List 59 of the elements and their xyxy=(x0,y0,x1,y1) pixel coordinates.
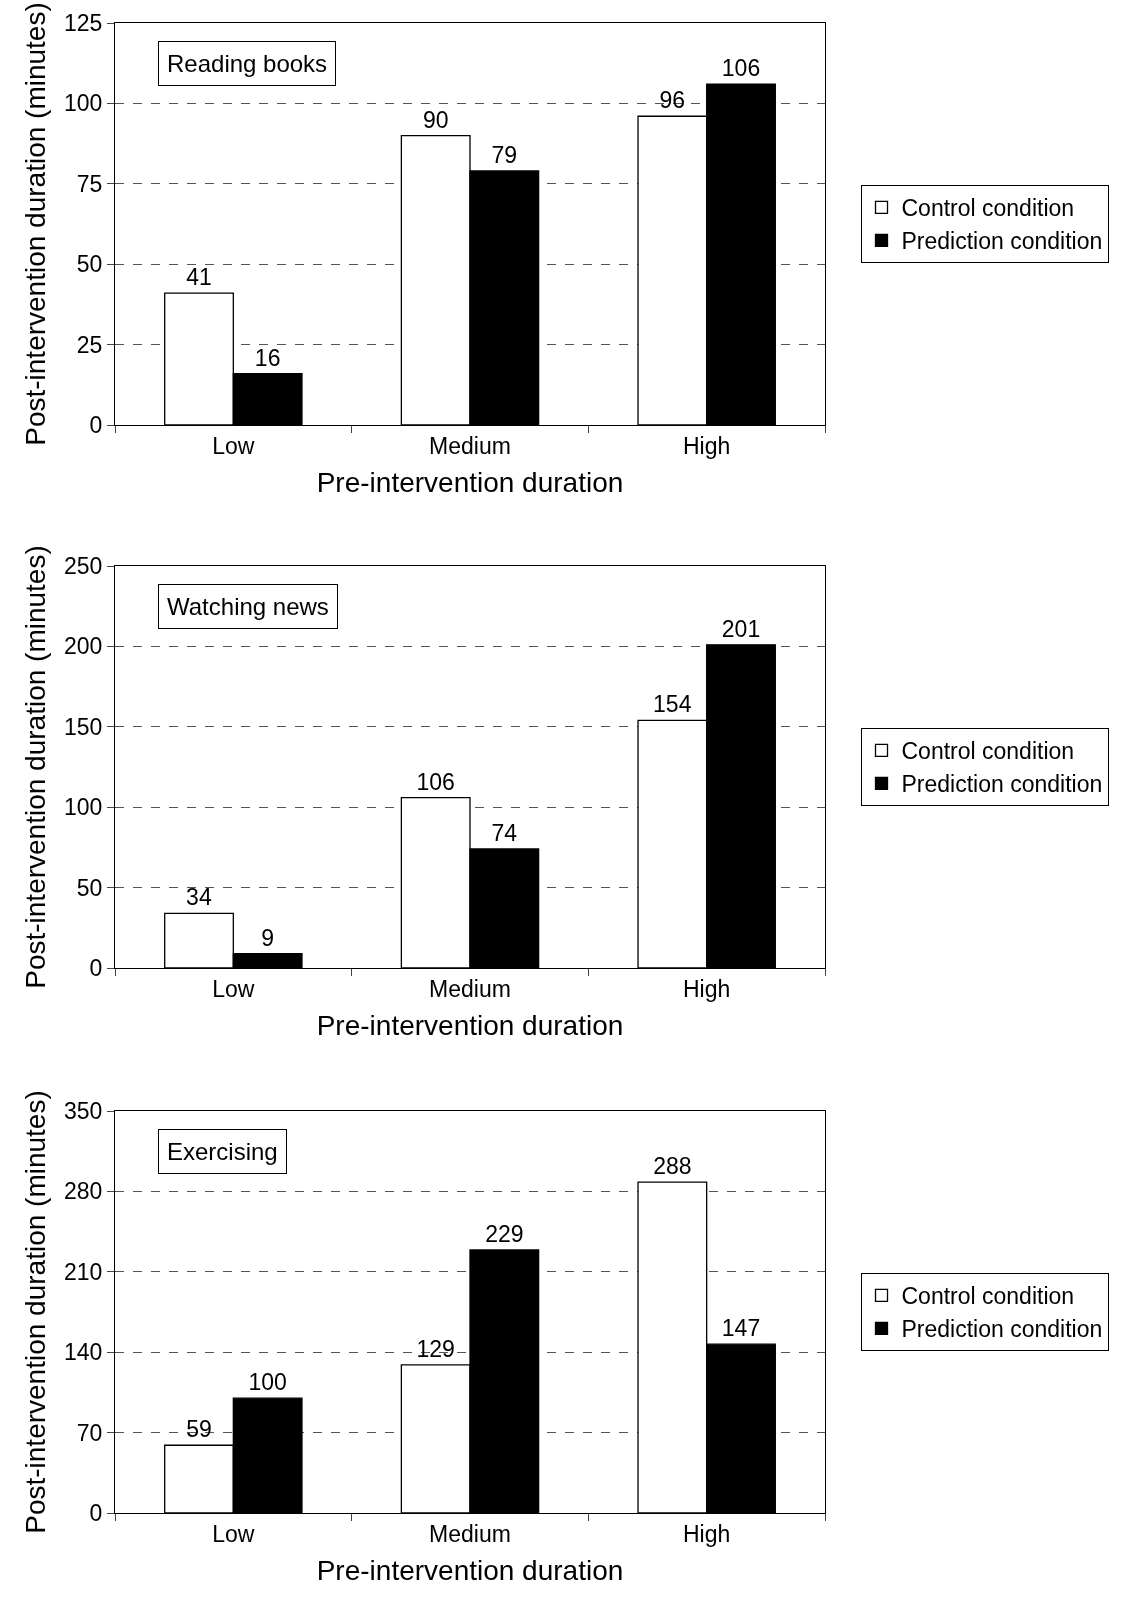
y-tick-label: 200 xyxy=(64,633,103,660)
y-tick-label: 280 xyxy=(64,1178,103,1205)
x-tick-label: Medium xyxy=(429,975,511,1002)
text: Exercising xyxy=(167,1138,278,1165)
x-tick-label: Low xyxy=(212,975,255,1002)
data-label: 154 xyxy=(653,691,692,718)
data-label: 201 xyxy=(721,615,761,642)
y-tick-label: 0 xyxy=(89,955,103,982)
y-tick-label: 75 xyxy=(76,170,103,197)
data-label: 16 xyxy=(254,344,281,371)
y-tick-label: 100 xyxy=(64,794,103,821)
data-label: 106 xyxy=(416,768,455,795)
y-axis-title: Post-intervention duration (minutes) xyxy=(19,545,51,989)
y-tick-label: 70 xyxy=(76,1419,103,1446)
data-label: 41 xyxy=(186,264,212,291)
data-label: 90 xyxy=(422,106,449,133)
data-label: 288 xyxy=(653,1153,692,1180)
y-axis-title: Post-intervention duration (minutes) xyxy=(19,2,51,446)
data-label: 106 xyxy=(721,55,761,82)
y-tick-label: 0 xyxy=(89,1500,103,1527)
x-axis-title: Pre-intervention duration xyxy=(316,1554,624,1586)
y-tick-label: 50 xyxy=(76,251,103,278)
y-tick-label: 210 xyxy=(64,1258,103,1285)
data-label: 147 xyxy=(721,1315,761,1342)
y-tick-label: 125 xyxy=(64,10,103,37)
data-label: 229 xyxy=(485,1220,524,1247)
legend-label: Control condition xyxy=(901,1283,1075,1310)
data-label: 9 xyxy=(261,924,275,951)
y-tick-label: 50 xyxy=(76,874,103,901)
x-tick-label: Medium xyxy=(429,1520,511,1547)
x-tick-label: High xyxy=(683,975,731,1002)
legend-label: Control condition xyxy=(901,738,1075,765)
y-axis-title: Post-intervention duration (minutes) xyxy=(19,1090,51,1534)
y-tick-label: 25 xyxy=(76,331,103,358)
y-tick-label: 150 xyxy=(64,713,103,740)
y-tick-label: 140 xyxy=(64,1339,103,1366)
data-label: 129 xyxy=(416,1335,455,1362)
x-tick-label: High xyxy=(683,432,731,459)
data-label: 74 xyxy=(491,820,518,847)
y-tick-label: 250 xyxy=(64,553,103,580)
x-tick-label: Low xyxy=(212,1520,255,1547)
legend-label: Control condition xyxy=(901,195,1075,222)
legend-label: Prediction condition xyxy=(901,771,1103,798)
text: Watching news xyxy=(167,593,329,620)
data-label: 34 xyxy=(186,884,212,911)
legend-label: Prediction condition xyxy=(901,1316,1103,1343)
data-label: 100 xyxy=(248,1369,287,1396)
x-tick-label: Medium xyxy=(429,432,511,459)
data-label: 79 xyxy=(491,141,518,168)
x-tick-label: Low xyxy=(212,432,255,459)
x-axis-title: Pre-intervention duration xyxy=(316,466,624,498)
data-label: 96 xyxy=(659,87,686,114)
y-tick-label: 0 xyxy=(89,412,103,439)
y-tick-label: 350 xyxy=(64,1098,103,1125)
x-axis-title: Pre-intervention duration xyxy=(316,1009,624,1041)
y-tick-label: 100 xyxy=(64,90,103,117)
legend-label: Prediction condition xyxy=(901,228,1103,255)
x-tick-label: High xyxy=(683,1520,731,1547)
text: Reading books xyxy=(167,50,328,77)
